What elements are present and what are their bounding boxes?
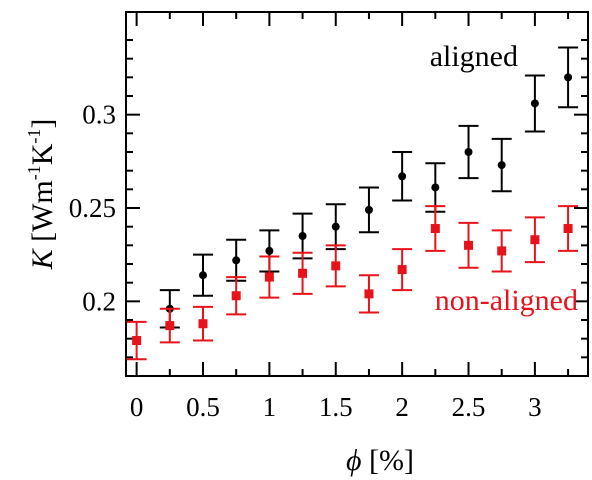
non-aligned-point — [430, 224, 440, 234]
aligned-point — [530, 99, 539, 108]
aligned-point — [199, 271, 207, 280]
aligned-point — [398, 172, 407, 181]
non-aligned-point — [298, 268, 308, 278]
aligned-point — [232, 256, 241, 265]
axis-ticks: 0 0.5 1 1.5 2 2.5 3 0.2 0.25 0.3 — [69, 12, 588, 422]
non-aligned-point — [165, 321, 175, 331]
y-axis-close-bracket: ] — [26, 119, 59, 129]
y-axis-exponent-2: -1 — [24, 129, 44, 144]
non-aligned-point — [497, 246, 507, 256]
plot-frame — [125, 11, 589, 377]
x-tick-label: 2 — [395, 392, 409, 422]
non-aligned-point — [198, 319, 208, 329]
non-aligned-point — [364, 289, 374, 299]
y-axis-symbol: K — [26, 247, 59, 270]
x-axis-unit: [%] — [362, 444, 414, 477]
y-tick-label: 0.3 — [82, 100, 116, 130]
non-aligned-point — [464, 240, 474, 250]
aligned-point — [431, 183, 440, 192]
series-label-non-aligned: non-aligned — [435, 284, 578, 317]
y-tick-label: 0.25 — [69, 193, 116, 223]
x-axis-title: ϕ [%] — [346, 444, 414, 477]
y-axis-title: K [Wm-1K-1] — [24, 119, 59, 271]
aligned-point — [364, 205, 373, 214]
non-aligned-point — [563, 224, 573, 234]
x-tick-label: 0.5 — [186, 392, 220, 422]
non-aligned-point — [264, 272, 274, 282]
non-aligned-point — [331, 261, 341, 271]
y-axis-exponent-1: -1 — [24, 165, 44, 180]
aligned-point — [265, 246, 274, 255]
series-label-aligned: aligned — [430, 40, 518, 73]
aligned-point — [564, 73, 573, 82]
x-tick-label: 1 — [263, 392, 277, 422]
non-aligned-point — [530, 235, 540, 245]
y-axis-unit-k: K — [26, 143, 59, 165]
aligned-point — [331, 222, 340, 231]
x-tick-label: 0 — [130, 392, 144, 422]
x-tick-label: 1.5 — [319, 392, 353, 422]
y-axis-unit: [Wm — [26, 180, 59, 249]
x-tick-label: 2.5 — [452, 392, 486, 422]
y-tick-label: 0.2 — [82, 286, 116, 316]
non-aligned-point — [397, 265, 407, 275]
non-aligned-point — [132, 336, 142, 346]
data-marks — [126, 46, 579, 361]
x-axis-symbol: ϕ — [346, 444, 362, 477]
aligned-point — [497, 161, 506, 170]
aligned-point — [464, 148, 473, 156]
aligned-point — [298, 232, 307, 240]
non-aligned-point — [231, 291, 241, 301]
x-tick-label: 3 — [528, 392, 542, 422]
